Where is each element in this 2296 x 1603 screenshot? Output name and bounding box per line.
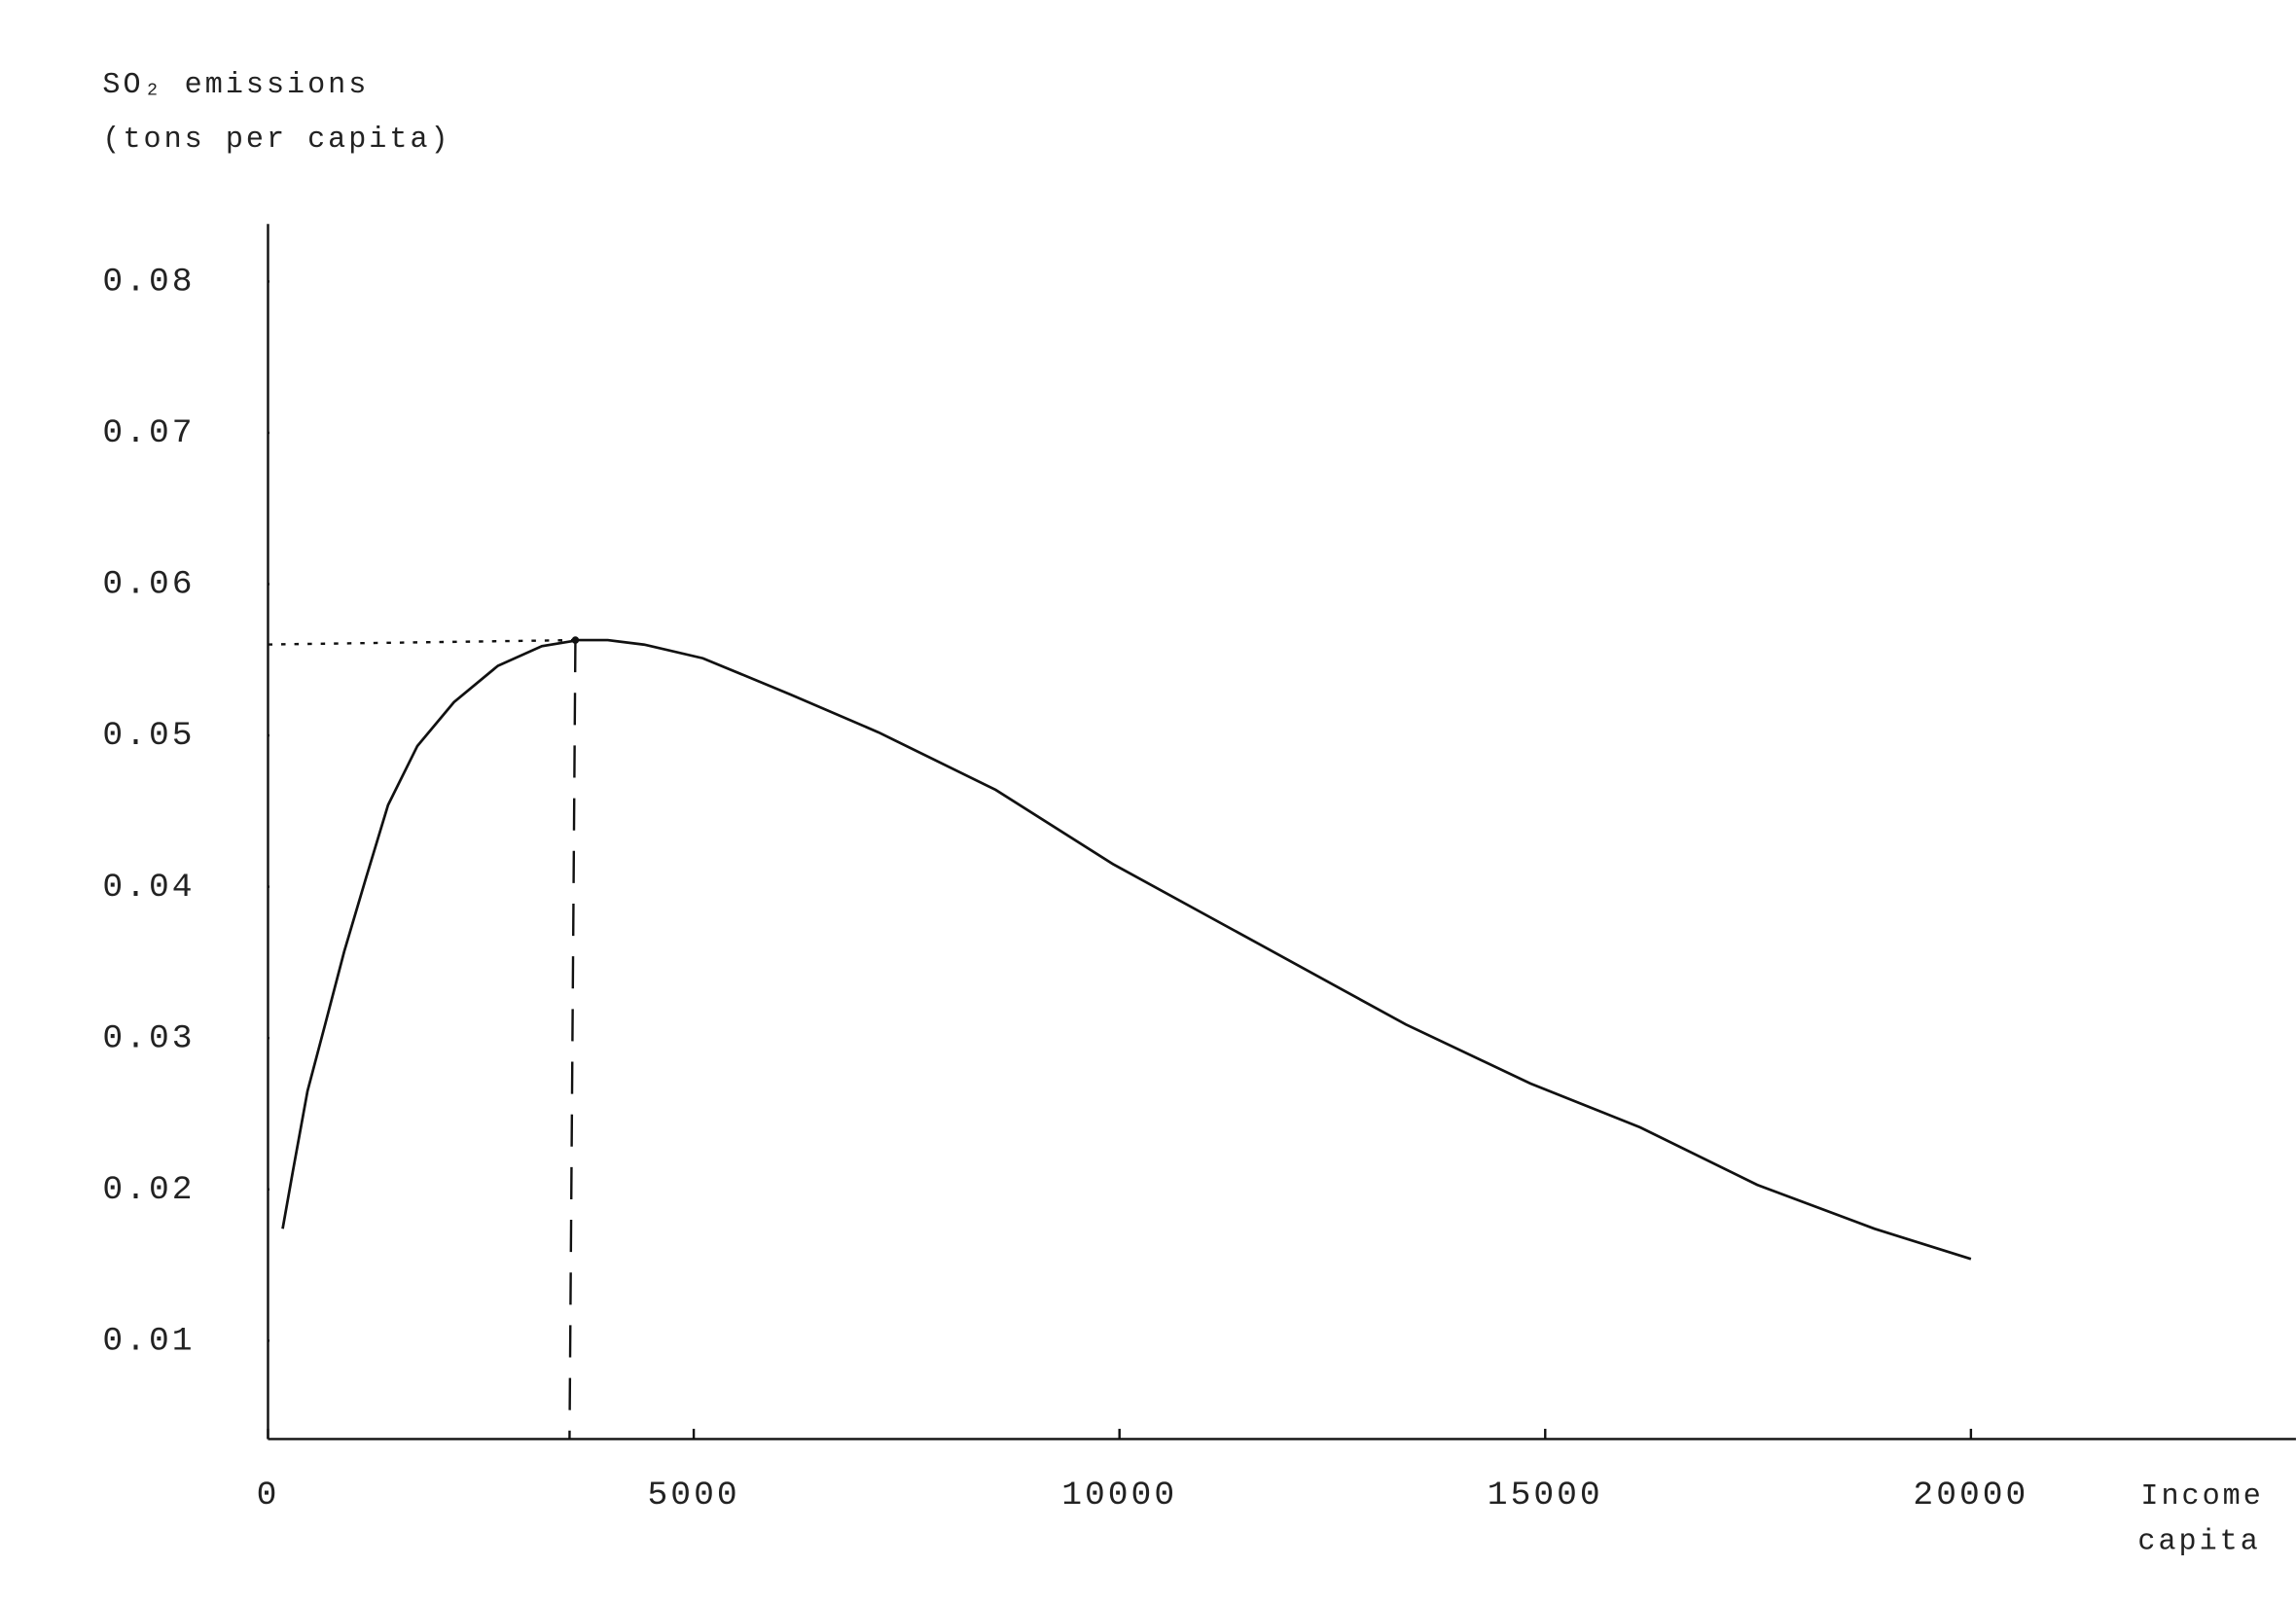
peak-guide-vertical <box>568 640 577 1440</box>
y-axis-label: SO₂ emissions <box>102 69 369 102</box>
peak-point <box>571 636 580 644</box>
x-axis-label: Income <box>2140 1480 2263 1514</box>
x-tick-label: 5000 <box>648 1477 740 1514</box>
x-axis-label: capita <box>2137 1526 2260 1559</box>
y-tick-label: 0.05 <box>102 717 195 755</box>
y-axis-label: (tons per capita) <box>102 124 450 157</box>
y-tick-label: 0.04 <box>102 869 195 907</box>
y-tick-label: 0.07 <box>102 414 195 452</box>
y-tick-label: 0.03 <box>102 1019 195 1057</box>
data-line <box>281 638 1972 1261</box>
x-tick-label: 20000 <box>1913 1477 2028 1514</box>
y-tick-label: 0.08 <box>102 264 195 302</box>
x-tick-label: 0 <box>257 1477 280 1514</box>
x-tick-label: 15000 <box>1488 1477 1603 1514</box>
y-tick-label: 0.02 <box>102 1171 195 1209</box>
peak-guide-horizontal <box>268 638 576 646</box>
y-tick-label: 0.01 <box>102 1322 195 1360</box>
y-tick-label: 0.06 <box>102 566 195 604</box>
x-tick-label: 10000 <box>1061 1477 1177 1514</box>
